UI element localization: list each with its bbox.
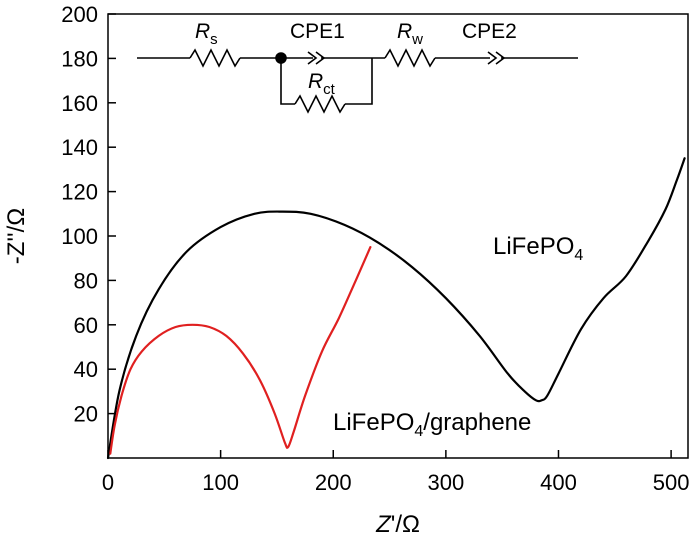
series-group — [106, 157, 686, 460]
equivalent-circuit — [137, 48, 578, 114]
label-rw: Rw — [397, 20, 423, 48]
x-tick-label-5: 500 — [653, 470, 690, 495]
x-axis-title: Z'/Ω — [375, 511, 420, 538]
series-label-lifepo4: LiFePO4 — [493, 233, 583, 264]
label-rs-sub: s — [210, 31, 218, 48]
cpe1-symbol-a — [307, 51, 318, 65]
label-rs-main: R — [195, 20, 210, 43]
y-tick-label-1: 40 — [74, 357, 98, 382]
x-tick-label-3: 300 — [428, 470, 465, 495]
y-tick-label-2: 60 — [74, 313, 98, 338]
label-rw-sub: w — [411, 31, 423, 48]
series-line-lifepo4 — [106, 157, 686, 460]
label-cpe1: CPE1 — [290, 20, 345, 43]
cpe2-symbol-a — [487, 51, 498, 65]
x-axis-ticks: 0 100 200 300 400 500 — [102, 450, 690, 495]
label-rct-sub: ct — [323, 81, 336, 98]
resistor-rct-symbol — [294, 94, 346, 114]
series-label-lifepo4-sub: 4 — [574, 247, 583, 264]
y-tick-label-3: 80 — [74, 268, 98, 293]
series-label-graphene-suffix: /graphene — [423, 409, 531, 436]
plot-frame — [107, 13, 689, 459]
circuit-parallel-branch-return — [345, 58, 373, 105]
y-axis-title: -Z''/Ω — [3, 208, 30, 264]
y-tick-label-8: 180 — [61, 46, 98, 71]
y-tick-label-0: 20 — [74, 402, 98, 427]
y-tick-label-4: 100 — [61, 224, 98, 249]
x-tick-label-0: 0 — [102, 470, 114, 495]
y-axis-ticks: 20 40 60 80 100 120 140 160 180 200 — [61, 2, 116, 427]
x-axis-title-rest: '/Ω — [391, 511, 420, 538]
label-rct-main: R — [308, 70, 323, 93]
y-tick-label-7: 160 — [61, 91, 98, 116]
label-rw-main: R — [397, 20, 412, 43]
series-label-lifepo4-main: LiFePO — [493, 233, 574, 260]
y-tick-label-6: 140 — [61, 135, 98, 160]
series-label-graphene-sub: 4 — [414, 423, 423, 440]
resistor-rs-symbol — [189, 48, 241, 68]
series-label-graphene-main: LiFePO — [333, 409, 414, 436]
series-label-graphene: LiFePO4/graphene — [333, 409, 531, 440]
circuit-parallel-branch — [280, 58, 295, 105]
y-tick-label-9: 200 — [61, 2, 98, 27]
resistor-rw-symbol — [384, 48, 436, 68]
x-tick-label-4: 400 — [540, 470, 577, 495]
x-axis-title-italic: Z — [375, 511, 392, 538]
x-tick-label-1: 100 — [202, 470, 239, 495]
y-tick-label-5: 120 — [61, 180, 98, 205]
series-line-lifepo4-graphene — [109, 246, 372, 455]
label-rct: Rct — [308, 70, 336, 98]
label-rs: Rs — [195, 20, 218, 48]
label-cpe2: CPE2 — [462, 20, 517, 43]
x-tick-label-2: 200 — [315, 470, 352, 495]
